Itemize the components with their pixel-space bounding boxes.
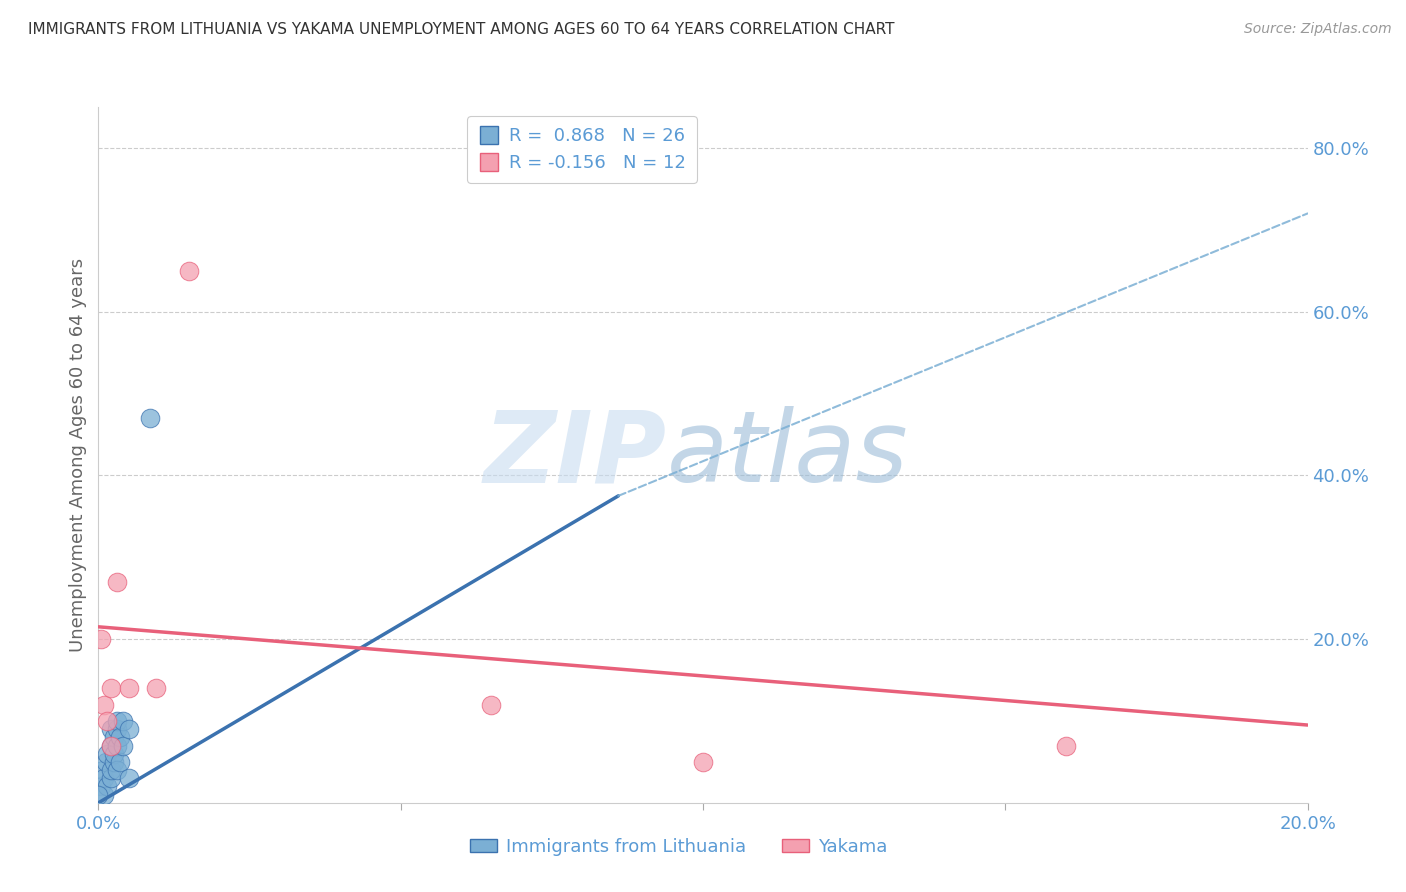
Point <box>93 698 115 712</box>
Point <box>105 739 128 753</box>
Point <box>100 739 122 753</box>
Point <box>94 755 117 769</box>
Point <box>118 722 141 736</box>
Point <box>100 722 122 736</box>
Point <box>1054 739 1077 753</box>
Point <box>105 763 128 777</box>
Point <box>108 731 131 745</box>
Point <box>105 574 128 589</box>
Point <box>179 264 201 278</box>
Legend: Immigrants from Lithuania, Yakama: Immigrants from Lithuania, Yakama <box>463 831 896 863</box>
Point <box>100 681 122 696</box>
Point <box>87 788 110 802</box>
Point <box>111 739 134 753</box>
Point <box>118 681 141 696</box>
Text: IMMIGRANTS FROM LITHUANIA VS YAKAMA UNEMPLOYMENT AMONG AGES 60 TO 64 YEARS CORRE: IMMIGRANTS FROM LITHUANIA VS YAKAMA UNEM… <box>28 22 894 37</box>
Point <box>108 755 131 769</box>
Point <box>93 771 115 785</box>
Point <box>100 739 122 753</box>
Point <box>100 771 122 785</box>
Point <box>96 780 118 794</box>
Point <box>111 714 134 728</box>
Point <box>96 714 118 728</box>
Point <box>96 747 118 761</box>
Point <box>90 632 112 646</box>
Point <box>91 763 114 777</box>
Point <box>103 747 125 761</box>
Point <box>692 755 714 769</box>
Point <box>93 788 115 802</box>
Point <box>100 763 122 777</box>
Point <box>103 731 125 745</box>
Y-axis label: Unemployment Among Ages 60 to 64 years: Unemployment Among Ages 60 to 64 years <box>69 258 87 652</box>
Point <box>90 780 112 794</box>
Point <box>145 681 167 696</box>
Point <box>105 722 128 736</box>
Text: atlas: atlas <box>666 407 908 503</box>
Point <box>118 771 141 785</box>
Point <box>139 411 162 425</box>
Text: ZIP: ZIP <box>484 407 666 503</box>
Point <box>481 698 503 712</box>
Point <box>105 714 128 728</box>
Text: Source: ZipAtlas.com: Source: ZipAtlas.com <box>1244 22 1392 37</box>
Point <box>103 755 125 769</box>
